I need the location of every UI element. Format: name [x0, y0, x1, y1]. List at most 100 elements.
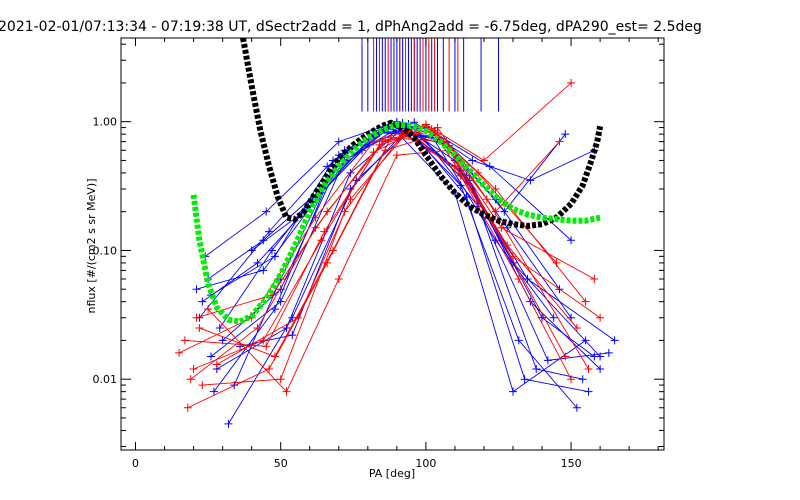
blue-point — [590, 352, 599, 361]
red-point — [334, 275, 343, 284]
blue-point — [270, 252, 279, 261]
blue-point — [468, 156, 477, 165]
x-axis-label: PA [deg] — [369, 467, 415, 480]
black-fit-curve — [240, 37, 604, 229]
red-point — [369, 137, 378, 146]
blue-point — [584, 387, 593, 396]
blue-point — [561, 130, 570, 139]
red-point — [183, 403, 192, 412]
x-axis: 0 50 100 150 — [132, 38, 659, 470]
red-point — [433, 123, 442, 132]
blue-point — [500, 207, 509, 216]
x-tick-label: 0 — [132, 457, 139, 470]
red-point — [270, 352, 279, 361]
red-point — [514, 275, 523, 284]
blue-point — [323, 162, 332, 171]
blue-point — [209, 387, 218, 396]
x-tick-label: 50 — [274, 457, 288, 470]
red-point — [212, 360, 221, 369]
red-point — [561, 352, 570, 361]
blue-point — [581, 336, 590, 345]
red-point — [555, 137, 564, 146]
blue-point — [596, 364, 605, 373]
red-point — [567, 78, 576, 87]
red-series-line — [199, 137, 595, 358]
blue-point — [207, 352, 216, 361]
red-point — [552, 258, 561, 267]
blue-point — [604, 348, 613, 357]
blue-point — [610, 336, 619, 345]
blue-point — [198, 297, 207, 306]
blue-point — [526, 176, 535, 185]
blue-point — [276, 297, 285, 306]
red-point — [323, 207, 332, 216]
red-point — [265, 364, 274, 373]
blue-point — [253, 258, 262, 267]
blue-point — [224, 419, 233, 428]
red-point — [282, 387, 291, 396]
red-point — [198, 381, 207, 390]
blue-point — [215, 323, 224, 332]
red-point — [572, 323, 581, 332]
blue-point — [462, 193, 471, 202]
blue-series-line — [251, 121, 595, 251]
blue-point — [262, 207, 271, 216]
red-point — [450, 162, 459, 171]
red-point — [204, 305, 213, 314]
red-point — [262, 342, 271, 351]
red-point — [311, 223, 320, 232]
blue-point — [567, 236, 576, 245]
y-tick-label: 1.00 — [93, 116, 118, 129]
red-point — [491, 185, 500, 194]
vertical-markers — [361, 38, 499, 112]
blue-point — [288, 331, 297, 340]
red-point — [491, 207, 500, 216]
chart-title: 2021-02-01/07:13:34 - 07:19:38 UT, dSect… — [0, 19, 702, 35]
blue-point — [509, 387, 518, 396]
blue-point — [578, 375, 587, 384]
fit-curves — [190, 37, 604, 325]
blue-point — [267, 246, 276, 255]
blue-point — [259, 266, 268, 275]
red-point — [346, 195, 355, 204]
blue-point — [265, 227, 274, 236]
green-fit-curve — [190, 121, 601, 325]
x-tick-label: 100 — [415, 457, 436, 470]
red-point — [381, 136, 390, 145]
red-point — [381, 146, 390, 155]
blue-point — [532, 364, 541, 373]
blue-point — [192, 285, 201, 294]
red-point — [456, 171, 465, 180]
blue-point — [543, 356, 552, 365]
red-point — [567, 375, 576, 384]
y-axis-label: nflux [#/(cm2 s sr MeV)] — [85, 179, 98, 314]
red-point — [189, 364, 198, 373]
red-point — [294, 313, 303, 322]
red-series-line — [187, 133, 586, 409]
x-tick-label: 150 — [561, 457, 582, 470]
y-tick-label: 0.10 — [93, 244, 118, 257]
blue-point — [247, 246, 256, 255]
red-point — [186, 375, 195, 384]
red-point — [195, 323, 204, 332]
red-series-line — [184, 130, 589, 370]
blue-point — [549, 313, 558, 322]
red-point — [392, 151, 401, 160]
blue-point — [520, 375, 529, 384]
red-point — [328, 246, 337, 255]
red-point — [590, 275, 599, 284]
y-axis: 0.01 0.10 1.00 — [93, 43, 664, 448]
red-point — [479, 156, 488, 165]
blue-point — [514, 336, 523, 345]
y-tick-label: 0.01 — [93, 373, 118, 386]
data-series — [175, 78, 619, 428]
red-point — [311, 213, 320, 222]
red-point — [180, 336, 189, 345]
red-point — [584, 364, 593, 373]
blue-point — [346, 168, 355, 177]
blue-point — [334, 137, 343, 146]
red-point — [192, 313, 201, 322]
red-series-line — [202, 133, 601, 386]
red-point — [175, 348, 184, 357]
